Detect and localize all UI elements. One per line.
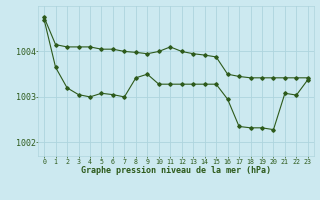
X-axis label: Graphe pression niveau de la mer (hPa): Graphe pression niveau de la mer (hPa) <box>81 166 271 175</box>
